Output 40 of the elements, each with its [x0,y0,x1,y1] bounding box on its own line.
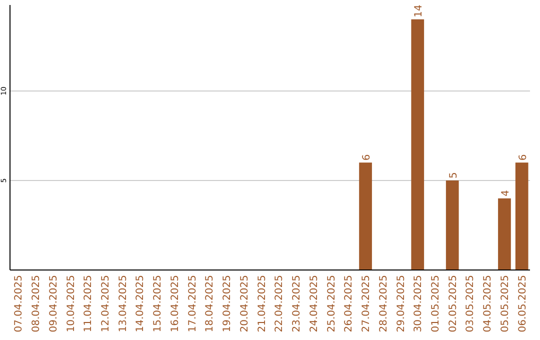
x-tick-label: 22.04.2025 [274,275,286,332]
x-tick-label: 26.04.2025 [344,275,355,332]
data-label: 14 [414,4,425,18]
bar [359,162,372,270]
x-tick-label: 10.04.2025 [66,275,77,332]
x-tick-label: 06.05.2025 [517,275,528,332]
x-tick-label: 29.04.2025 [396,275,407,332]
x-tick-label: 27.04.2025 [361,275,372,332]
data-label: 6 [518,154,529,161]
bar [515,162,528,270]
x-tick-label: 11.04.2025 [83,275,94,332]
x-tick-label: 23.04.2025 [292,275,303,332]
x-tick-label: 01.05.2025 [430,275,442,332]
x-tick-label: 25.04.2025 [326,275,338,332]
x-tick-label: 07.04.2025 [14,275,25,332]
x-tick-label: 14.04.2025 [135,275,146,332]
x-tick-label: 05.05.2025 [500,275,511,332]
x-tick-label: 19.04.2025 [222,275,234,332]
x-tick-label: 02.05.2025 [448,275,459,332]
x-tick-label: 04.05.2025 [482,275,494,332]
x-tick-label: 28.04.2025 [378,275,390,332]
x-tick-label: 12.04.2025 [100,275,112,332]
x-tick-label: 30.04.2025 [413,275,424,332]
x-tick-label: 17.04.2025 [187,275,198,332]
x-tick-label: 03.05.2025 [465,275,476,332]
x-tick-label: 15.04.2025 [152,275,164,332]
x-tick-label: 20.04.2025 [239,275,250,332]
x-tick-label: 16.04.2025 [170,275,181,332]
bar [446,180,459,270]
bar [498,198,511,270]
x-tick-label: 21.04.2025 [256,275,268,332]
data-label: 4 [500,190,512,196]
x-tick-label: 13.04.2025 [118,275,129,332]
x-tick-label: 09.04.2025 [48,275,60,332]
data-label: 6 [362,154,373,161]
x-tick-label: 18.04.2025 [204,275,216,332]
x-tick-label: 24.04.2025 [308,275,320,332]
x-tick-label: 08.04.2025 [31,275,42,332]
bar [411,19,424,270]
data-label: 5 [448,172,460,178]
